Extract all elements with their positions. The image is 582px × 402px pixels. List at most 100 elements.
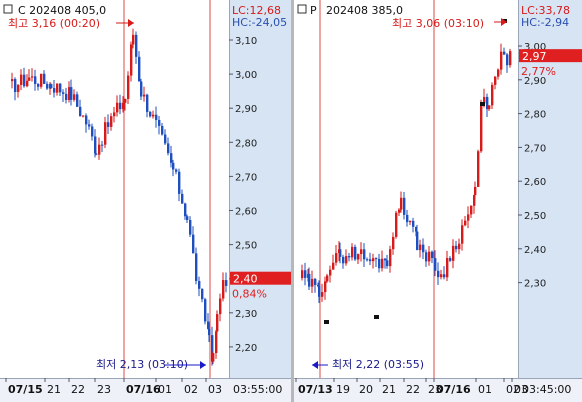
x-tick-label: 03 <box>208 383 222 396</box>
high-annotation: 최고 3,16 (00:20) <box>8 17 100 30</box>
y-tick-label: 3,00 <box>524 42 546 53</box>
current-price-box <box>519 49 582 63</box>
candle-body <box>219 298 222 315</box>
candle-body <box>31 76 34 78</box>
candle-body <box>53 88 56 93</box>
candle-body <box>23 74 26 87</box>
candle-body <box>416 231 419 251</box>
call-option-chart-panel[interactable]: 3,10 3,00 2,90 2,80 2,70 2,60 2,50 2,40 2,30 2,20… <box>0 0 291 402</box>
candle-body <box>201 288 204 300</box>
x-tick-label: 20 <box>359 383 373 396</box>
candle-body <box>351 246 354 258</box>
candle-body <box>398 209 401 213</box>
y-tick-label: 2,60 <box>235 207 257 218</box>
candle-body <box>20 74 23 85</box>
candle-body <box>95 153 98 155</box>
candle-body <box>91 126 94 137</box>
time-axis-area[interactable] <box>294 378 582 402</box>
candle-body <box>419 244 422 251</box>
candle-body <box>189 219 192 235</box>
candle-body <box>449 258 452 261</box>
y-tick-label: 2,30 <box>235 309 257 320</box>
put-option-chart-panel[interactable]: 3,00 2,90 2,80 2,70 2,60 2,50 2,40 2,30 P 202408 … <box>294 0 582 402</box>
candle-body <box>79 106 82 117</box>
lc-label: LC:12,68 <box>232 4 281 17</box>
candle-body <box>425 252 428 262</box>
candle-body <box>14 79 17 92</box>
candle-body <box>369 259 372 262</box>
candle-body <box>437 270 440 278</box>
candle-body <box>363 249 366 260</box>
candle-body <box>406 214 409 223</box>
candle-body <box>332 262 335 270</box>
candle-body <box>326 275 329 282</box>
left-chart-svg[interactable]: 3,10 3,00 2,90 2,80 2,70 2,60 2,50 2,40 2,30 2,20… <box>0 0 291 402</box>
x-tick-label: 22 <box>71 383 85 396</box>
y-tick-label: 2,70 <box>235 172 257 183</box>
candle-body <box>304 270 307 278</box>
candle-body <box>122 102 125 110</box>
candle-body <box>464 220 467 226</box>
current-price-label: 2,40 <box>233 273 258 286</box>
x-tick-label: 01 <box>158 383 172 396</box>
right-chart-svg[interactable]: 3,00 2,90 2,80 2,70 2,60 2,50 2,40 2,30 P 202408 … <box>294 0 582 402</box>
y-tick-label: 3,00 <box>235 70 257 81</box>
candle-body <box>130 44 133 76</box>
price-axis-area[interactable] <box>518 0 582 378</box>
candle-body <box>135 34 138 57</box>
time-readout: 03:45:00 <box>522 383 571 396</box>
time-readout: 03:55:00 <box>233 383 282 396</box>
high-annotation: 최고 3,06 (03:10) <box>392 17 484 30</box>
candle-body <box>366 259 369 261</box>
candle-body <box>500 51 503 70</box>
candle-body <box>392 236 395 250</box>
hc-label: HC:-2,94 <box>521 16 569 29</box>
candle-body <box>477 151 480 187</box>
candle-body <box>110 116 113 127</box>
candle-body <box>11 79 14 82</box>
candle-body <box>345 256 348 264</box>
candle-body <box>207 321 210 329</box>
candle-body <box>127 75 130 99</box>
candle-body <box>458 243 461 250</box>
time-axis-area[interactable] <box>0 378 291 402</box>
candle-body <box>88 124 91 127</box>
candle-body <box>503 51 506 55</box>
candle-body <box>28 77 31 81</box>
high-arrow-head <box>501 18 507 26</box>
price-axis-area[interactable] <box>229 0 291 378</box>
candle-body <box>386 260 389 267</box>
candle-body <box>324 281 327 293</box>
series-checkbox[interactable] <box>297 4 307 14</box>
candle-body <box>403 197 406 215</box>
series-checkbox[interactable] <box>3 4 13 14</box>
y-tick-label: 2,20 <box>235 343 257 354</box>
candle-body <box>354 246 357 260</box>
candle-body <box>146 94 149 112</box>
candle-body <box>149 111 152 117</box>
y-tick-label: 2,30 <box>524 279 546 290</box>
candle-body <box>26 80 29 87</box>
candle-body <box>329 269 332 276</box>
candle-body <box>506 54 509 66</box>
candle-body <box>116 102 119 113</box>
candle-body <box>446 258 449 278</box>
candle-body <box>175 169 178 172</box>
candle-body <box>211 335 214 362</box>
change-percent-label: 0,84% <box>232 288 267 301</box>
candle-body <box>470 205 473 215</box>
candle-body <box>184 203 187 217</box>
candle-body <box>17 84 20 92</box>
y-tick-label: 2,80 <box>235 138 257 149</box>
option-type-label: P <box>310 4 317 17</box>
x-tick-label: 07/15 <box>8 383 43 396</box>
candle-body <box>317 284 320 286</box>
candle-body <box>37 83 40 87</box>
candle-body <box>314 278 317 285</box>
candle-body <box>409 220 412 223</box>
candle-body <box>113 112 116 117</box>
signal-marker <box>480 102 485 106</box>
candle-body <box>186 216 189 220</box>
candle-body <box>104 122 107 145</box>
panel-divider[interactable] <box>291 0 294 402</box>
